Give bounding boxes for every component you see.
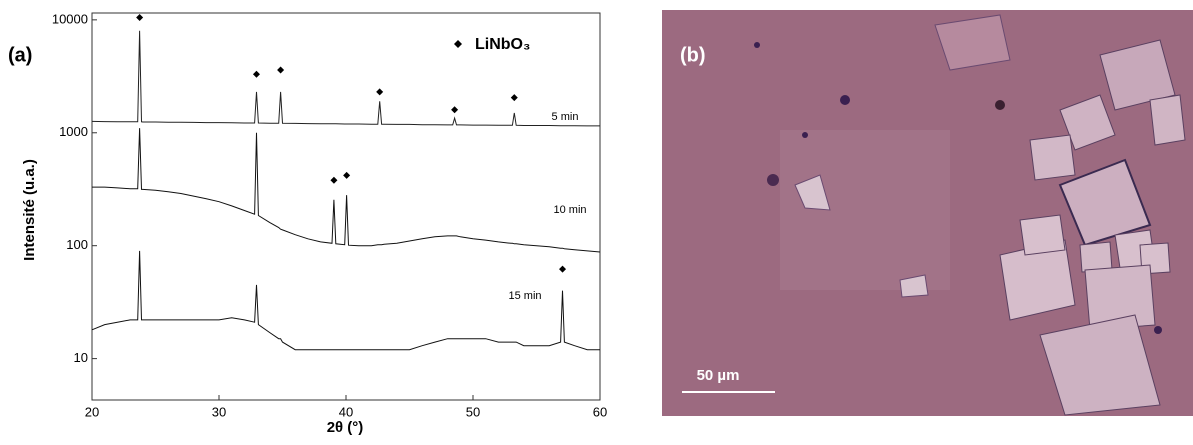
micrograph: (b) 50 µm	[662, 10, 1193, 416]
particle	[754, 42, 760, 48]
legend-label: LiNbO₃	[475, 36, 530, 53]
x-tick-label: 30	[212, 404, 226, 419]
panel-label: (b)	[680, 44, 706, 66]
crystal	[899, 274, 929, 298]
x-tick-label: 50	[466, 404, 480, 419]
xrd-trace	[92, 128, 601, 253]
peak-marker	[330, 176, 338, 184]
y-tick-label: 10000	[52, 11, 88, 26]
crystal	[1029, 134, 1076, 181]
peak-marker	[252, 70, 260, 78]
peak-marker	[559, 265, 567, 273]
crystal	[1099, 39, 1176, 111]
peak-marker	[343, 171, 351, 179]
peak-marker	[277, 66, 285, 74]
crystal	[1019, 214, 1066, 256]
crystal	[1058, 158, 1152, 247]
crystal	[794, 174, 831, 211]
peak-marker	[510, 94, 518, 102]
crystal	[1084, 264, 1156, 331]
y-tick-label: 100	[66, 237, 88, 252]
crystal-shadow	[780, 130, 950, 290]
series-label: 10 min	[553, 204, 586, 216]
crystal	[1079, 241, 1113, 273]
y-axis-label: Intensité (u.a.)	[21, 159, 38, 261]
legend-marker	[454, 40, 462, 48]
scale-bar-label: 50 µm	[697, 367, 740, 384]
particle	[767, 174, 779, 186]
x-axis-label: 2θ (°)	[327, 419, 364, 436]
peak-marker	[376, 88, 384, 96]
peak-marker	[451, 106, 459, 114]
particle	[840, 95, 850, 105]
panel-label: (a)	[8, 44, 32, 66]
xrd-trace	[91, 30, 600, 127]
series-label: 15 min	[508, 290, 541, 302]
y-tick-label: 1000	[59, 124, 88, 139]
series-label: 5 min	[552, 111, 579, 123]
x-tick-label: 40	[339, 404, 353, 419]
x-tick-label: 20	[85, 404, 99, 419]
particle	[995, 100, 1005, 110]
crystal	[1149, 94, 1186, 146]
peak-marker	[136, 13, 144, 21]
x-tick-label: 60	[593, 404, 607, 419]
particle	[802, 132, 808, 138]
xrd-trace	[91, 250, 600, 351]
crystal	[1039, 314, 1161, 416]
particle	[1154, 326, 1162, 334]
crystal	[934, 14, 1011, 71]
y-tick-label: 10	[74, 350, 88, 365]
